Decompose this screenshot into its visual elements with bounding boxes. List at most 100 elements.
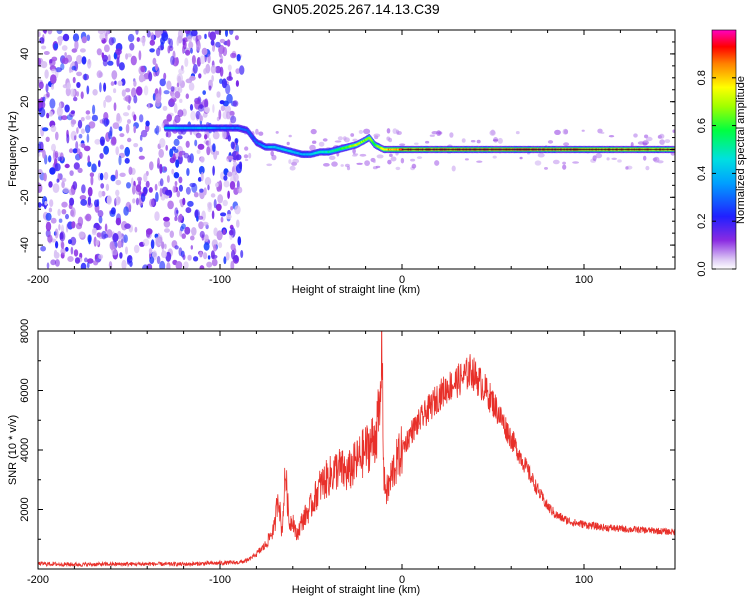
noise-blob <box>115 146 119 156</box>
noise-blob <box>99 172 104 181</box>
noise-blob <box>85 110 91 115</box>
halo-blob <box>608 135 615 138</box>
colorbar-tick-label: 0.8 <box>696 70 708 85</box>
noise-blob <box>45 212 52 221</box>
halo-blob <box>323 163 330 167</box>
noise-blob <box>136 37 140 42</box>
noise-blob <box>49 59 53 64</box>
halo-blob <box>645 165 650 171</box>
noise-blob <box>220 105 226 112</box>
noise-blob <box>142 38 146 47</box>
noise-blob <box>108 261 113 269</box>
noise-blob <box>60 241 65 249</box>
noise-blob <box>222 46 228 57</box>
spectrogram-ytick-label: -40 <box>19 237 31 253</box>
noise-blob <box>173 103 178 114</box>
noise-blob <box>85 213 92 222</box>
noise-blob <box>124 157 130 164</box>
noise-blob <box>62 57 69 65</box>
noise-blob <box>107 60 114 66</box>
halo-blob <box>476 139 481 144</box>
halo-blob <box>328 155 336 160</box>
noise-blob <box>178 68 185 75</box>
halo-blob <box>352 138 358 142</box>
halo-blob <box>611 157 617 160</box>
noise-blob <box>143 85 149 96</box>
noise-blob <box>54 259 60 267</box>
noise-blob <box>178 184 183 192</box>
noise-blob <box>232 100 239 107</box>
noise-blob <box>57 156 62 162</box>
noise-blob <box>47 234 53 243</box>
halo-blob <box>659 133 665 139</box>
noise-blob <box>143 173 148 183</box>
halo-blob <box>652 157 658 162</box>
halo-blob <box>563 142 570 147</box>
noise-blob <box>188 41 194 50</box>
noise-blob <box>166 130 172 138</box>
noise-blob <box>79 48 86 53</box>
noise-blob <box>72 148 78 154</box>
noise-blob <box>171 93 176 99</box>
noise-blob <box>87 234 92 243</box>
halo-blob <box>255 128 259 135</box>
noise-blob <box>40 61 48 69</box>
noise-blob <box>75 222 83 230</box>
noise-blob <box>39 37 45 44</box>
noise-blob <box>230 52 237 59</box>
noise-blob <box>76 91 79 97</box>
noise-blob <box>56 178 60 183</box>
noise-blob <box>87 258 94 264</box>
noise-blob <box>99 153 104 159</box>
noise-blob <box>113 88 117 94</box>
noise-blob <box>190 235 195 241</box>
signal-track <box>163 124 675 159</box>
noise-blob <box>139 114 144 123</box>
halo-blob <box>497 137 503 144</box>
halo-blob <box>657 160 664 164</box>
noise-blob <box>236 219 240 228</box>
noise-blob <box>59 231 66 242</box>
noise-blob <box>215 182 219 188</box>
noise-blob <box>38 81 44 90</box>
noise-blob <box>54 163 61 172</box>
halo-blob <box>258 131 264 136</box>
noise-blob <box>230 115 237 124</box>
halo-blob <box>388 137 393 143</box>
noise-blob <box>116 56 120 67</box>
snr-xtick-label: 0 <box>399 574 405 586</box>
noise-blob <box>236 54 241 62</box>
halo-blob <box>492 139 499 142</box>
noise-blob <box>57 35 63 46</box>
noise-blob <box>51 143 56 152</box>
noise-blob <box>206 146 211 156</box>
noise-blob <box>123 206 129 216</box>
noise-blob <box>76 82 81 88</box>
noise-blob <box>215 41 221 48</box>
noise-blob <box>62 33 70 42</box>
noise-blob <box>155 93 162 104</box>
noise-blob <box>102 118 105 125</box>
noise-blob <box>96 225 102 230</box>
noise-blob <box>61 201 68 208</box>
noise-blob <box>170 97 177 103</box>
noise-blob <box>44 200 48 206</box>
noise-blob <box>163 72 167 80</box>
noise-blob <box>219 38 226 44</box>
noise-blob <box>86 262 90 269</box>
halo-blob <box>390 156 397 162</box>
noise-blob <box>239 65 245 75</box>
noise-blob <box>199 113 203 122</box>
noise-blob <box>196 40 201 51</box>
noise-blob <box>135 197 140 206</box>
halo-blob <box>395 166 401 171</box>
halo-blob <box>659 139 665 145</box>
noise-blob <box>203 242 210 251</box>
noise-blob <box>133 244 140 254</box>
colorbar-gradient <box>711 29 737 270</box>
noise-blob <box>58 218 63 223</box>
noise-blob <box>93 260 99 266</box>
noise-blob <box>101 52 105 59</box>
noise-blob <box>209 31 216 41</box>
halo-blob <box>288 134 292 138</box>
